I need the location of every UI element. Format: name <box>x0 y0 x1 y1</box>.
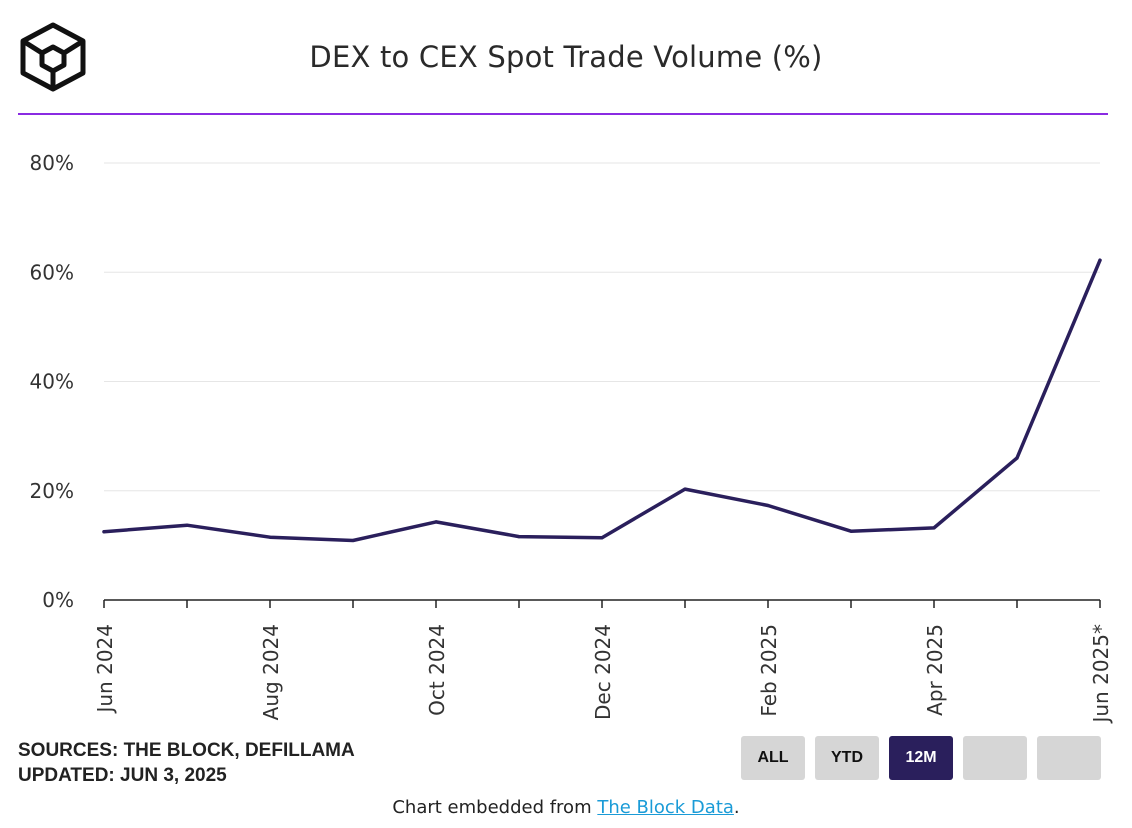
sources-text: SOURCES: THE BLOCK, DEFILLAMA <box>18 740 355 761</box>
x-tick-label: Oct 2024 <box>425 624 449 716</box>
data-point <box>1015 456 1019 460</box>
data-point <box>351 538 355 543</box>
x-tick-label: Dec 2024 <box>591 624 615 720</box>
data-point <box>268 535 272 539</box>
data-point <box>102 530 106 534</box>
embed-prefix: Chart embedded from <box>392 797 598 818</box>
y-tick-label: 0% <box>42 588 74 612</box>
data-point <box>932 526 936 530</box>
y-tick-label: 40% <box>30 370 74 394</box>
chart-sources: SOURCES: THE BLOCK, DEFILLAMA UPDATED: J… <box>18 738 355 788</box>
x-tick-label: Feb 2025 <box>757 624 781 717</box>
x-tick-label: Jun 2025* <box>1089 624 1113 725</box>
title-divider <box>18 113 1108 115</box>
x-tick-label: Apr 2025 <box>923 624 947 716</box>
the-block-logo-icon <box>20 22 86 92</box>
embed-notice: Chart embedded from The Block Data. <box>0 797 1132 818</box>
data-point <box>434 520 438 524</box>
series-line <box>102 258 1102 543</box>
line-chart: 0% 20% 40% 60% 80% Jun 2024 Aug 2024 Oct 2024 De… <box>30 151 1113 725</box>
embed-suffix: . <box>733 797 740 818</box>
data-point <box>185 523 189 527</box>
x-tick-label: Aug 2024 <box>259 624 283 720</box>
data-point <box>683 487 687 491</box>
y-tick-label: 60% <box>30 260 74 284</box>
range-button-all[interactable]: ALL <box>741 736 805 780</box>
range-button-12m[interactable]: 12M <box>889 736 953 780</box>
x-tick-label: Jun 2024 <box>93 624 117 715</box>
range-button-blank-2[interactable] <box>1037 736 1101 780</box>
range-button-blank-1[interactable] <box>963 736 1027 780</box>
updated-text: UPDATED: JUN 3, 2025 <box>18 765 227 786</box>
y-tick-label: 80% <box>30 151 74 175</box>
the-block-data-link[interactable]: The Block Data <box>597 797 734 818</box>
data-point <box>766 503 770 508</box>
data-point <box>849 529 853 533</box>
range-button-ytd[interactable]: YTD <box>815 736 879 780</box>
data-point <box>600 536 604 540</box>
y-tick-label: 20% <box>30 479 74 503</box>
data-point <box>517 535 521 539</box>
page-title: DEX to CEX Spot Trade Volume (%) <box>309 40 823 74</box>
data-point <box>1098 258 1102 262</box>
